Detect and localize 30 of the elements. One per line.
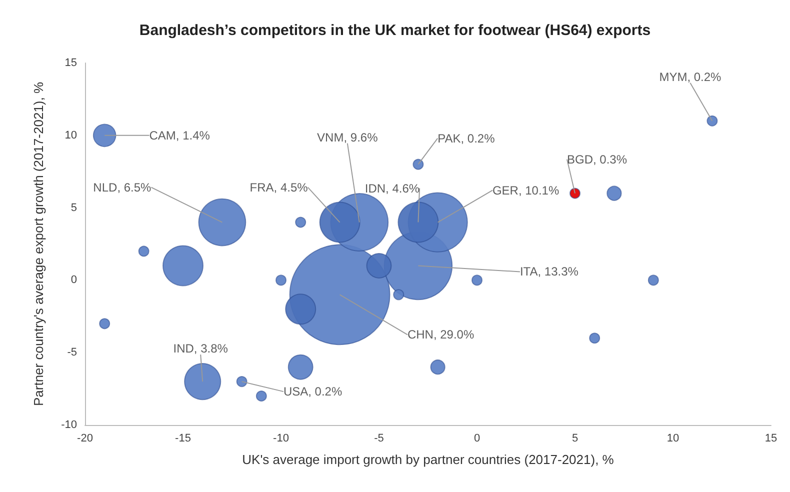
annotation: BGD, 0.3% [566,152,628,166]
annotation: CHN, 29.0% [407,328,474,342]
x-tick-label: -5 [374,432,384,444]
x-tick-label: 15 [764,432,778,444]
y-tick-label: 0 [70,274,77,286]
annotation: MYM, 0.2% [659,70,722,84]
x-tick-label: 10 [666,432,680,444]
annotation: CAM, 1.4% [149,128,210,142]
y-tick-label: -5 [67,346,77,359]
annotation: PAK, 0.2% [438,131,496,146]
annotation: FRA, 4.5% [250,180,308,194]
annotation: VNM, 9.6% [317,130,378,144]
y-tick-label: -10 [61,419,77,431]
x-tick-label: 5 [572,432,578,444]
x-tick-label: -10 [273,432,289,444]
x-axis-title: UK's average import growth by partner countries (2017-2021), % [242,452,614,467]
y-axis-title: Partner country's average export growth (2017-2021), % [31,82,46,406]
y-tick-label: 15 [64,57,77,69]
x-tick-label: -20 [77,432,93,444]
annotation: ITA, 13.3% [520,264,579,279]
y-tick-label: 10 [64,129,77,142]
annotation: NLD, 6.5% [93,180,152,194]
annotation: GER, 10.1% [492,183,560,198]
chart-title: Bangladesh’s competitors in the UK market for footwear (HS64) exports [139,22,651,39]
annotation: IND, 3.8% [173,342,228,356]
annotation: USA, 0.2% [283,384,342,399]
x-tick-label: 0 [474,432,480,444]
x-tick-label: -15 [175,432,191,444]
annotation: IDN, 4.6% [364,181,420,196]
y-tick-label: 5 [70,202,77,214]
